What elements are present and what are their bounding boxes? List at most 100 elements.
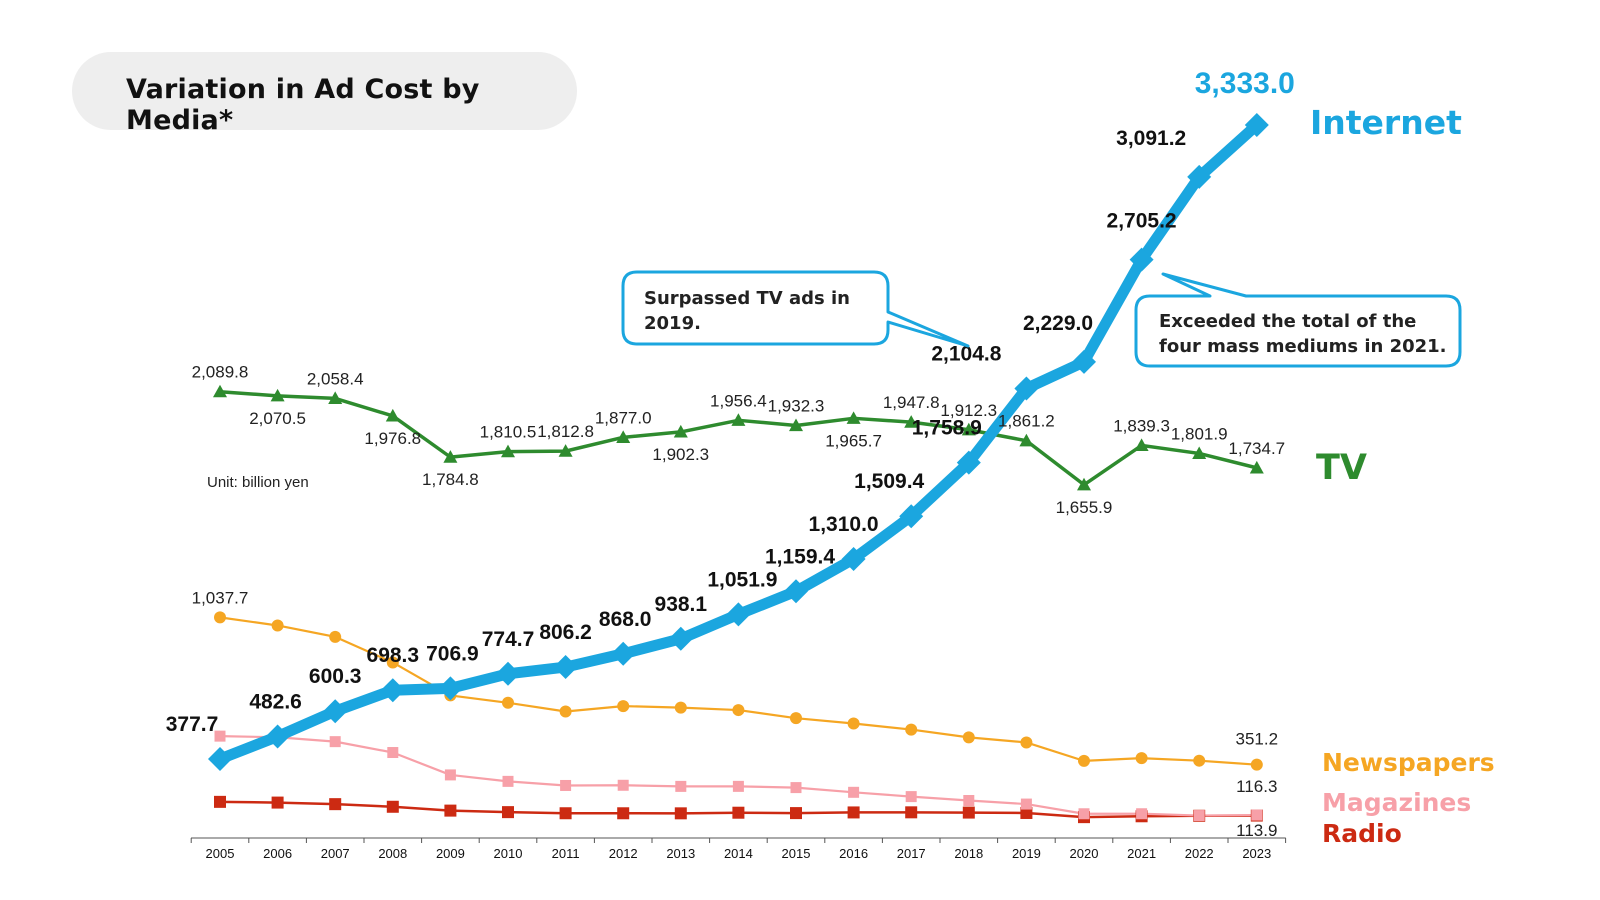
- x-tick-label: 2005: [206, 846, 235, 861]
- data-point-newspapers: [732, 704, 745, 717]
- x-tick-label: 2021: [1127, 846, 1156, 861]
- chart-title: Variation in Ad Cost by Media*: [126, 74, 480, 136]
- data-point-newspapers: [271, 619, 284, 632]
- data-point-internet: [841, 546, 866, 571]
- data-point-radio: [617, 807, 630, 820]
- data-point-magazines: [1193, 810, 1205, 822]
- x-tick-label: 2014: [724, 846, 753, 861]
- data-point-radio: [559, 807, 572, 820]
- data-label-internet: 600.3: [309, 665, 362, 688]
- data-point-radio: [214, 795, 226, 808]
- data-label-tv: 1,912.3: [940, 401, 997, 420]
- data-point-radio: [674, 807, 687, 820]
- data-point-tv: [673, 424, 688, 438]
- x-tick-label: 2022: [1185, 846, 1214, 861]
- data-point-internet: [553, 655, 578, 680]
- data-point-tv: [213, 384, 227, 398]
- data-label-tv: 1,812.8: [537, 422, 594, 441]
- data-point-newspapers: [847, 717, 860, 730]
- data-point-tv: [731, 413, 746, 426]
- data-point-magazines: [1251, 809, 1263, 821]
- data-point-internet: [380, 678, 405, 703]
- series-name-internet: Internet: [1310, 103, 1462, 142]
- data-point-tv: [558, 444, 573, 457]
- data-point-tv: [328, 391, 343, 405]
- data-point-tv: [846, 411, 861, 424]
- data-point-tv: [904, 415, 919, 428]
- data-label-tv: 1,784.8: [422, 470, 479, 489]
- title-pill: Variation in Ad Cost by Media*: [72, 52, 577, 136]
- x-tick-label: 2006: [263, 846, 292, 861]
- data-point-radio: [732, 806, 745, 819]
- data-label-internet: 1,509.4: [854, 470, 924, 493]
- unit-note: Unit: billion yen: [207, 474, 309, 491]
- series-name-magazines: Magazines: [1322, 788, 1472, 817]
- data-point-radio: [502, 806, 514, 819]
- data-label-internet: 1,758.9: [912, 417, 982, 440]
- data-point-tv: [501, 444, 515, 458]
- data-point-magazines: [848, 786, 860, 798]
- data-point-newspapers: [790, 712, 802, 725]
- data-point-newspapers: [674, 701, 687, 714]
- callout-bubble-tv-surpass: [621, 270, 970, 348]
- x-tick-label: 2015: [782, 846, 811, 861]
- data-point-internet: [1072, 349, 1096, 374]
- x-tick-label: 2018: [954, 846, 983, 861]
- data-label-tv: 1,947.8: [883, 393, 940, 412]
- data-label-internet: 1,310.0: [809, 513, 879, 536]
- data-point-newspapers: [559, 705, 572, 718]
- data-label-internet: 482.6: [249, 690, 302, 713]
- x-tick-label: 2023: [1242, 846, 1271, 861]
- data-point-magazines: [444, 769, 456, 781]
- x-tick-label: 2007: [321, 846, 350, 861]
- data-point-radio: [444, 804, 457, 817]
- data-point-internet: [1187, 164, 1212, 189]
- data-label-newspapers: 1,037.7: [192, 588, 249, 607]
- data-point-radio: [1020, 806, 1033, 819]
- data-label-internet: 2,104.8: [931, 342, 1001, 365]
- data-label-tv: 1,965.7: [825, 431, 882, 450]
- data-point-magazines: [502, 775, 514, 787]
- x-tick-label: 2020: [1070, 846, 1099, 861]
- data-point-newspapers: [617, 700, 630, 713]
- data-point-internet: [1129, 247, 1154, 272]
- data-label-internet: 868.0: [599, 608, 652, 631]
- data-point-newspapers: [502, 696, 514, 709]
- data-point-internet: [956, 450, 981, 475]
- data-point-tv: [1249, 460, 1264, 474]
- data-label-internet: 938.1: [655, 593, 708, 616]
- data-point-magazines: [560, 779, 572, 791]
- callout-four-mass-text: Exceeded the total of the four mass medi…: [1159, 311, 1447, 357]
- data-label-internet: 2,705.2: [1107, 210, 1177, 233]
- data-point-magazines: [963, 795, 975, 807]
- data-label-tv: 1,734.7: [1228, 439, 1285, 458]
- data-point-tv: [1019, 433, 1034, 447]
- data-point-newspapers: [905, 723, 918, 736]
- data-point-tv: [1077, 477, 1091, 491]
- data-point-magazines: [329, 736, 341, 748]
- data-point-newspapers: [1250, 758, 1263, 771]
- data-point-internet: [1244, 113, 1269, 137]
- data-point-newspapers: [962, 731, 975, 744]
- data-point-radio: [386, 800, 399, 813]
- x-axis: 2005 2006 2007 2008 2009 2010 2011 2012 2013 2014…: [190, 837, 1287, 861]
- series-name-newspapers: Newspapers: [1322, 748, 1495, 777]
- data-label-tv: 2,089.8: [192, 363, 249, 382]
- data-label-tv: 1,801.9: [1171, 424, 1228, 443]
- data-label-internet: 1,051.9: [707, 568, 777, 591]
- data-point-radio: [271, 796, 284, 809]
- x-tick-label: 2009: [436, 846, 465, 861]
- data-point-magazines: [675, 780, 687, 792]
- data-point-tv: [385, 408, 400, 422]
- series-line-magazines: [219, 735, 1257, 817]
- data-point-newspapers: [1193, 754, 1206, 767]
- data-label-internet: 1,159.4: [765, 545, 835, 568]
- data-point-tv: [1192, 446, 1207, 460]
- data-point-internet: [323, 699, 348, 724]
- data-label-tv: 1,932.3: [768, 396, 825, 415]
- data-point-tv: [961, 422, 976, 436]
- data-point-newspapers: [1078, 754, 1090, 767]
- data-point-radio: [847, 806, 860, 819]
- data-point-radio: [905, 806, 918, 819]
